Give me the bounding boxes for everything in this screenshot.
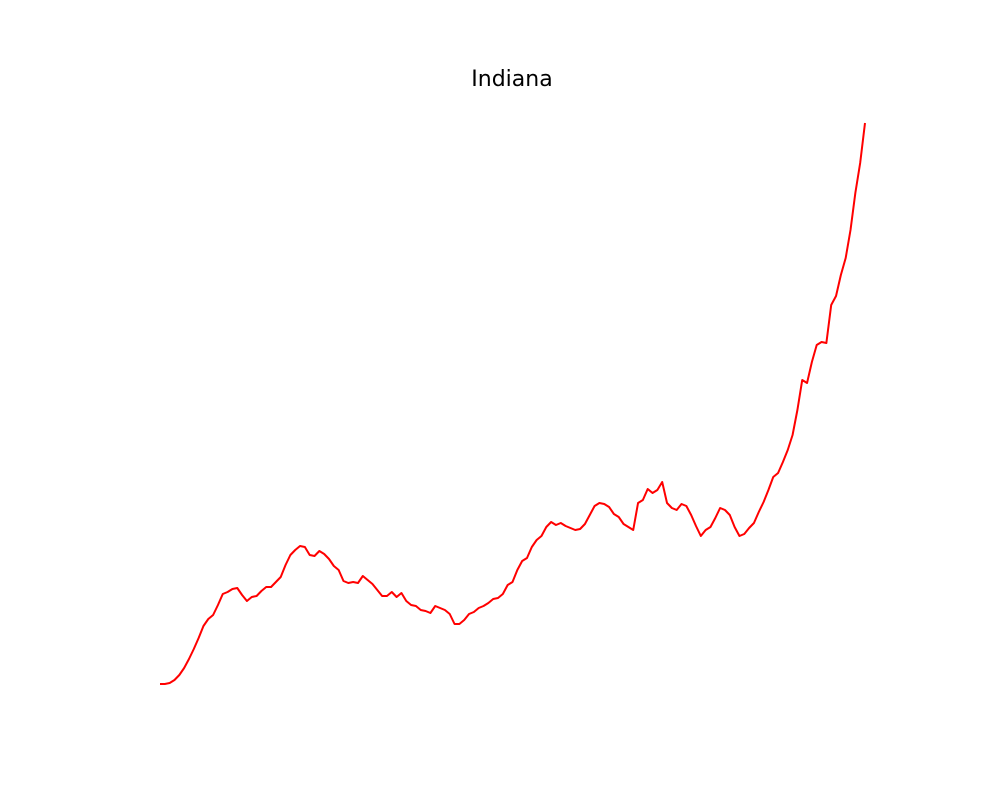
chart-title: Indiana [471,67,552,92]
line [160,122,866,685]
